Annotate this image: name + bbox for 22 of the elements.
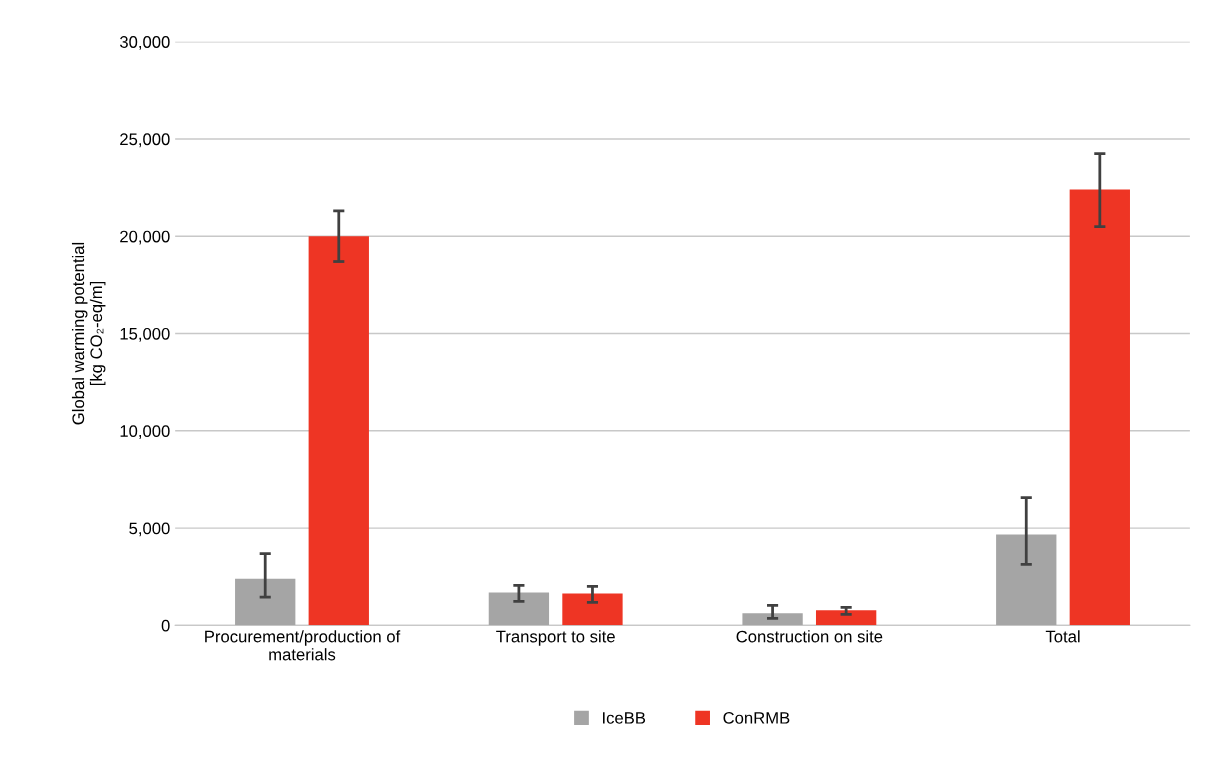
y-tick-label: 20,000 <box>120 230 170 245</box>
x-tick-label: Total <box>1045 630 1080 643</box>
y-tick-label: 25,000 <box>120 133 170 148</box>
bar <box>562 593 623 626</box>
bar <box>488 592 550 626</box>
bar <box>815 610 877 626</box>
y-tick-label: 10,000 <box>120 425 170 439</box>
legend-label: ConRMB <box>723 711 790 724</box>
x-tick-label: Procurement/production of materials <box>205 630 401 661</box>
x-tick-label: Transport to site <box>496 630 615 646</box>
y-axis-title: Global warming potential [kg CO₂-eq/m] <box>71 242 106 425</box>
bar <box>742 613 803 626</box>
bar <box>308 236 369 626</box>
legend-label: IceBB <box>603 712 646 724</box>
x-tick-label: Construction on site <box>736 630 883 643</box>
bar <box>996 534 1057 626</box>
bar <box>1069 189 1130 626</box>
y-tick-label: 30,000 <box>119 36 170 50</box>
y-tick-label: 0 <box>161 619 170 632</box>
bar <box>235 578 296 626</box>
y-tick-label: 5,000 <box>129 522 170 537</box>
y-tick-label: 15,000 <box>120 327 170 342</box>
